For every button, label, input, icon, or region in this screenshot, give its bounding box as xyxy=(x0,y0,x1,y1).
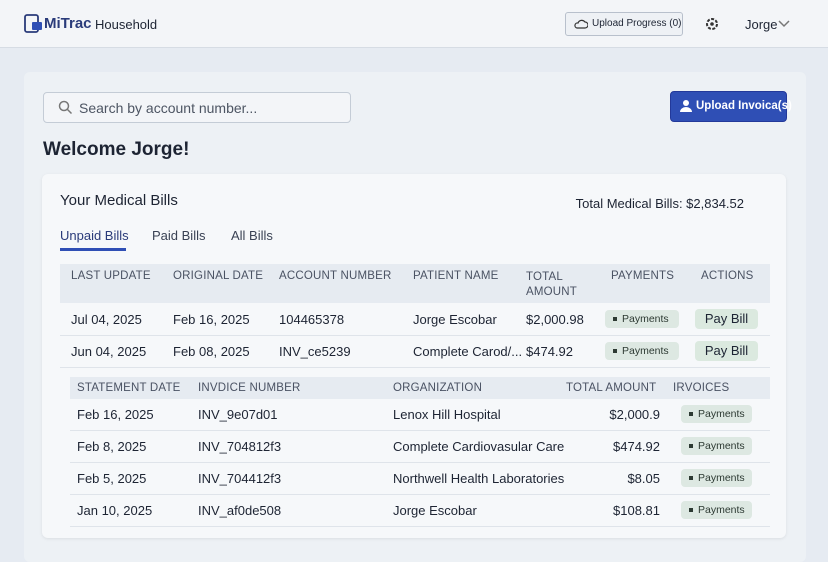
section-title: Household xyxy=(95,17,158,32)
cell: $2,000.98 xyxy=(526,312,584,327)
payments-badge[interactable]: Payments xyxy=(605,310,679,328)
table-header xyxy=(60,264,770,303)
row-divider xyxy=(70,430,770,431)
search-icon xyxy=(58,100,73,115)
user-icon xyxy=(680,100,692,112)
cell: $2,000.9 xyxy=(609,407,660,422)
column-header: PAYMENTS xyxy=(611,270,675,282)
column-header: INVDICE NUMBER xyxy=(198,382,301,394)
column-header: LAST UPDATE xyxy=(71,270,151,282)
row-divider xyxy=(70,494,770,495)
cell: $8.05 xyxy=(627,471,660,486)
column-header: TOTAL AMOUNT xyxy=(566,382,657,394)
bills-total: Total Medical Bills: $2,834.52 xyxy=(575,196,744,211)
column-header: ORIGINAL DATE xyxy=(173,270,264,282)
column-header: IRVOICES xyxy=(673,382,730,394)
cell: INV_704412f3 xyxy=(198,471,282,486)
cell: $474.92 xyxy=(613,439,660,454)
upload-button[interactable] xyxy=(670,91,787,122)
row-divider xyxy=(70,462,770,463)
upload-progress-label: Upload Progress (0) xyxy=(592,18,682,29)
search-box[interactable] xyxy=(43,92,351,123)
row-divider xyxy=(60,335,770,336)
cell: Feb 08, 2025 xyxy=(173,344,250,359)
upload-progress[interactable] xyxy=(565,12,683,36)
cell: Lenox Hill Hospital xyxy=(393,407,501,422)
column-header: PATIENT NAME xyxy=(413,270,499,282)
cell: 104465378 xyxy=(279,312,345,327)
cell: INV_9e07d01 xyxy=(198,407,278,422)
row-divider xyxy=(70,526,770,527)
column-header: ACTIONS xyxy=(701,270,754,282)
cell: $474.92 xyxy=(526,344,573,359)
cell: INV_ce5239 xyxy=(279,344,351,359)
tab[interactable]: Paid Bills xyxy=(152,228,206,243)
settings-icon[interactable] xyxy=(704,16,720,32)
invoice-header xyxy=(70,377,770,399)
cell: INV_af0de508 xyxy=(198,503,282,518)
upload-button-label: Upload Invoica(s) xyxy=(696,100,792,112)
cell: Northwell Health Laboratories xyxy=(393,471,565,486)
payments-badge[interactable]: Payments xyxy=(681,437,752,455)
cell: Feb 16, 2025 xyxy=(77,407,154,422)
cell: Complete Cardiovasular Care xyxy=(393,439,565,454)
cell: Feb 16, 2025 xyxy=(173,312,250,327)
cloud-icon xyxy=(574,19,588,29)
cell: Jorge Escobar xyxy=(413,312,497,327)
cell: $108.81 xyxy=(613,503,660,518)
chevron-icon xyxy=(778,20,790,28)
cell: Feb 8, 2025 xyxy=(77,439,147,454)
column-header: ORGANIZATION xyxy=(393,382,483,394)
top-bar xyxy=(0,0,828,48)
cell: Jun 04, 2025 xyxy=(71,344,147,359)
payments-badge[interactable]: Payments xyxy=(605,342,679,360)
logo-icon xyxy=(24,14,42,33)
welcome: Welcome Jorge! xyxy=(43,139,190,160)
payments-badge[interactable]: Payments xyxy=(681,469,752,487)
column-header: TOTAL AMOUNT xyxy=(526,271,578,298)
tab-indicator xyxy=(60,248,126,251)
search-placeholder: Search by account number... xyxy=(79,100,258,116)
payments-badge[interactable]: Payments xyxy=(681,501,752,519)
pay-bill-button[interactable]: Pay Bill xyxy=(695,309,758,329)
pay-bill-button[interactable]: Pay Bill xyxy=(695,341,758,361)
cell: Feb 5, 2025 xyxy=(77,471,147,486)
logo: MiTrac xyxy=(44,15,92,32)
payments-badge[interactable]: Payments xyxy=(681,405,752,423)
tab[interactable]: Unpaid Bills xyxy=(60,228,129,243)
tab[interactable]: All Bills xyxy=(231,228,273,243)
cell: Jul 04, 2025 xyxy=(71,312,142,327)
user-menu[interactable]: Jorge xyxy=(745,17,778,32)
column-header: STATEMENT DATE xyxy=(77,382,181,394)
column-header: ACCOUNT NUMBER xyxy=(279,270,392,282)
cell: Jan 10, 2025 xyxy=(77,503,153,518)
cell: INV_704812f3 xyxy=(198,439,282,454)
cell: Jorge Escobar xyxy=(393,503,477,518)
bills-title: Your Medical Bills xyxy=(60,192,178,209)
cell: Complete Carod/... xyxy=(413,344,523,359)
row-divider xyxy=(60,367,770,368)
